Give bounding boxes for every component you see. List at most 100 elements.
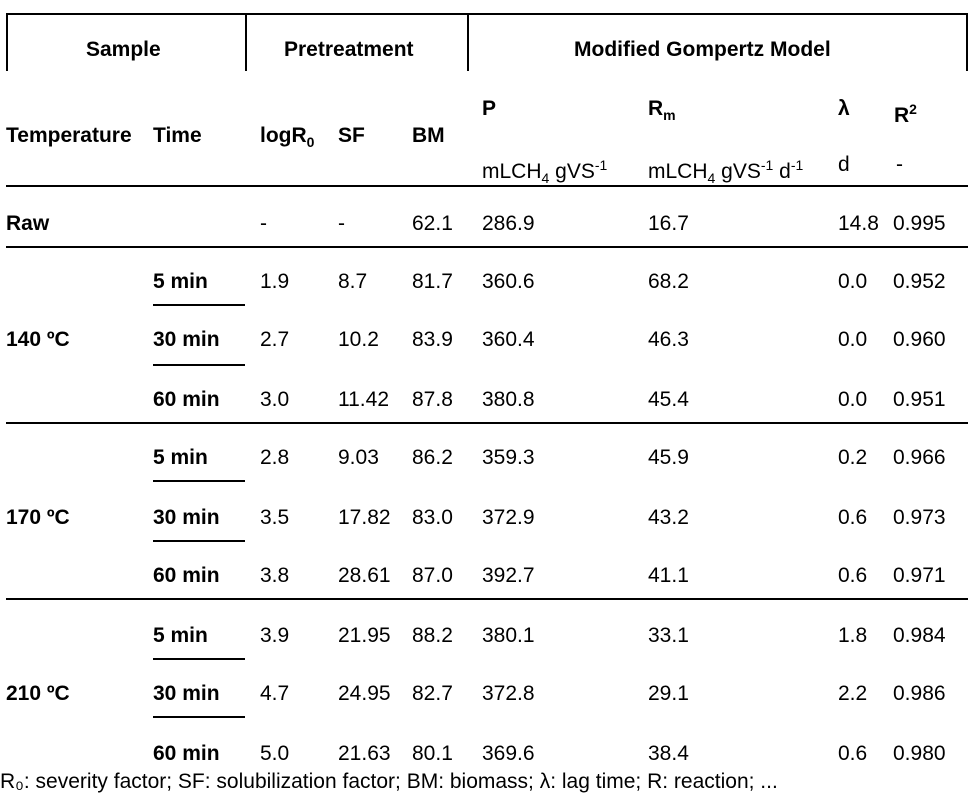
cell-rm: 45.4 xyxy=(648,388,689,411)
group-rule-140 xyxy=(6,246,968,248)
header-bottom-rule xyxy=(6,185,968,187)
cell-logr0: 1.9 xyxy=(260,270,290,293)
cell-rm: 43.2 xyxy=(648,506,689,529)
cell-bm: 87.0 xyxy=(412,564,453,587)
cell-logr0: 3.5 xyxy=(260,506,290,529)
header-logr0: logR0 xyxy=(260,124,315,151)
cell-lambda: 0.2 xyxy=(838,446,868,469)
cell-rm: 46.3 xyxy=(648,328,689,351)
cell-lambda: 0.6 xyxy=(838,506,868,529)
group-rule-210 xyxy=(6,598,968,600)
cell-r2: 0.952 xyxy=(893,270,946,293)
time-label: 30 min xyxy=(153,506,220,529)
cell-bm: 80.1 xyxy=(412,742,453,765)
cell-rm: 41.1 xyxy=(648,564,689,587)
cell-p: 392.7 xyxy=(482,564,535,587)
cell-sf: 11.42 xyxy=(338,388,389,411)
cell-sf: 24.95 xyxy=(338,682,391,705)
time-label: 5 min xyxy=(153,270,208,293)
cell-sf: 21.95 xyxy=(338,624,391,647)
time-label: 5 min xyxy=(153,446,208,469)
cell-sf: 9.03 xyxy=(338,446,379,469)
cell-bm: 87.8 xyxy=(412,388,453,411)
cell-bm: 83.9 xyxy=(412,328,453,351)
cell-bm: 88.2 xyxy=(412,624,453,647)
time-rule xyxy=(153,716,245,718)
cell-bm: 81.7 xyxy=(412,270,453,293)
temp-label: 140 ºC xyxy=(6,328,70,351)
cell-lambda: 0.6 xyxy=(838,564,868,587)
group-rule-170 xyxy=(6,422,968,424)
cell-lambda: 0.6 xyxy=(838,742,868,765)
time-label: 30 min xyxy=(153,682,220,705)
cell-logr0: 3.8 xyxy=(260,564,290,587)
cell-rm: 33.1 xyxy=(648,624,689,647)
cell-lambda: 2.2 xyxy=(838,682,868,705)
temp-label: 210 ºC xyxy=(6,682,70,705)
cell-sf: 21.63 xyxy=(338,742,391,765)
header-p-unit: mLCH4 gVS-1 xyxy=(482,157,608,187)
cell-r2: 0.984 xyxy=(893,624,946,647)
cell-rm: 45.9 xyxy=(648,446,689,469)
cell-r2: 0.973 xyxy=(893,506,946,529)
header-vrule-2 xyxy=(467,13,469,71)
cell-r2: 0.986 xyxy=(893,682,946,705)
time-label: 60 min xyxy=(153,742,220,765)
cell-lambda: 0.0 xyxy=(838,388,868,411)
raw-lambda: 14.8 xyxy=(838,212,879,235)
raw-logr0: - xyxy=(260,212,267,235)
header-vrule-1 xyxy=(245,13,247,71)
time-rule xyxy=(153,364,245,366)
raw-bm: 62.1 xyxy=(412,212,453,235)
cell-p: 380.1 xyxy=(482,624,535,647)
cell-logr0: 4.7 xyxy=(260,682,290,705)
cell-sf: 28.61 xyxy=(338,564,391,587)
raw-p: 286.9 xyxy=(482,212,535,235)
time-rule xyxy=(153,540,245,542)
cell-logr0: 3.9 xyxy=(260,624,290,647)
cell-r2: 0.980 xyxy=(893,742,946,765)
header-p: P xyxy=(482,97,497,120)
header-model: Modified Gompertz Model xyxy=(574,38,831,61)
cell-p: 360.4 xyxy=(482,328,535,351)
cell-bm: 83.0 xyxy=(412,506,453,529)
cell-sf: 17.82 xyxy=(338,506,391,529)
time-rule xyxy=(153,304,245,306)
header-lambda: λ xyxy=(838,97,850,120)
header-temperature: Temperature xyxy=(6,124,132,147)
time-label: 60 min xyxy=(153,564,220,587)
header-time: Time xyxy=(153,124,202,147)
header-vrule-left xyxy=(6,13,8,71)
header-r2: R2 xyxy=(894,101,917,127)
cell-rm: 29.1 xyxy=(648,682,689,705)
cell-logr0: 3.0 xyxy=(260,388,290,411)
cell-r2: 0.971 xyxy=(893,564,946,587)
cell-bm: 82.7 xyxy=(412,682,453,705)
cell-lambda: 0.0 xyxy=(838,270,868,293)
header-sample: Sample xyxy=(86,38,161,61)
cell-r2: 0.966 xyxy=(893,446,946,469)
cell-p: 359.3 xyxy=(482,446,535,469)
time-label: 30 min xyxy=(153,328,220,351)
header-rm: Rm xyxy=(648,97,676,124)
header-rm-unit: mLCH4 gVS-1 d-1 xyxy=(648,157,804,187)
time-rule xyxy=(153,480,245,482)
cell-logr0: 2.7 xyxy=(260,328,290,351)
cell-sf: 10.2 xyxy=(338,328,379,351)
header-r2-unit: - xyxy=(896,153,903,176)
header-sf: SF xyxy=(338,124,365,147)
temp-label: 170 ºC xyxy=(6,506,70,529)
header-lambda-unit: d xyxy=(838,153,850,176)
cell-logr0: 2.8 xyxy=(260,446,290,469)
cell-p: 372.8 xyxy=(482,682,535,705)
time-rule xyxy=(153,658,245,660)
header-vrule-right xyxy=(966,13,968,71)
cell-r2: 0.960 xyxy=(893,328,946,351)
footnote: R₀: severity factor; SF: solubilization … xyxy=(0,770,778,793)
raw-r2: 0.995 xyxy=(893,212,946,235)
raw-rm: 16.7 xyxy=(648,212,689,235)
cell-rm: 68.2 xyxy=(648,270,689,293)
cell-p: 380.8 xyxy=(482,388,535,411)
cell-p: 369.6 xyxy=(482,742,535,765)
raw-sf: - xyxy=(338,212,345,235)
